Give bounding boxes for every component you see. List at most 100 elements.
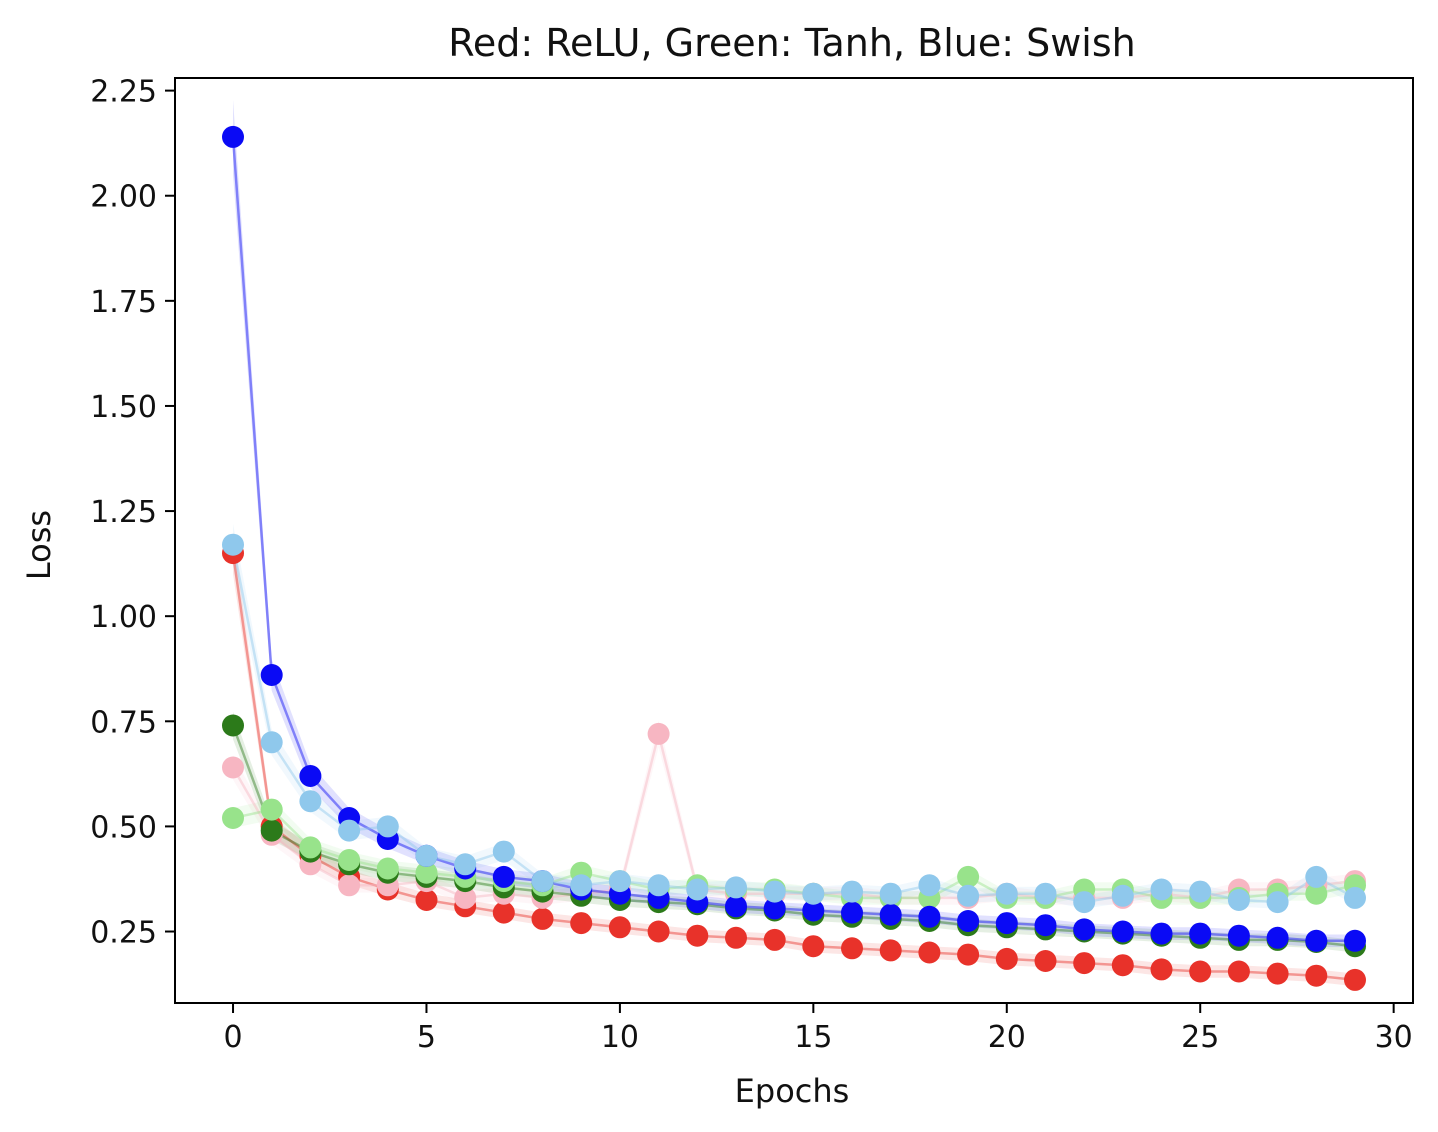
series-3-point-5: [415, 861, 438, 884]
series-5-point-29: [1344, 886, 1366, 909]
series-4-point-20: [995, 912, 1018, 935]
series-5-point-6: [454, 853, 477, 876]
series-0-point-5: [415, 889, 438, 911]
series-5-point-23: [1111, 884, 1134, 907]
series-0-point-7: [492, 901, 515, 924]
x-tick-label-0: 0: [223, 1020, 242, 1055]
series-0-point-20: [995, 947, 1018, 970]
series-3-point-4: [376, 857, 399, 880]
series-5-point-22: [1073, 891, 1096, 914]
x-tick-label-30: 30: [1375, 1020, 1413, 1055]
y-tick-label-2: 0.75: [90, 705, 157, 740]
series-5-point-27: [1266, 891, 1289, 914]
series-1-point-6: [454, 886, 477, 909]
series-4-point-15: [802, 899, 825, 922]
series-4-point-29: [1344, 929, 1366, 952]
series-5-point-18: [918, 874, 941, 897]
series-5-point-8: [531, 870, 554, 893]
y-tick-label-6: 1.75: [90, 285, 157, 320]
series-5-point-25: [1189, 880, 1212, 903]
series-4-point-0: [222, 125, 244, 148]
series-0-point-16: [841, 937, 863, 960]
series-4-point-7: [492, 865, 515, 888]
series-4-point-27: [1266, 926, 1289, 949]
x-tick-label-5: 5: [417, 1020, 436, 1055]
series-4-point-28: [1305, 929, 1328, 952]
series-1-point-11: [647, 722, 670, 745]
series-5-point-3: [338, 819, 361, 842]
series-5-point-0: [222, 533, 244, 556]
series-5-point-14: [763, 880, 786, 903]
y-tick-label-5: 1.50: [90, 390, 157, 425]
series-5-point-12: [686, 878, 709, 901]
chart-title: Red: ReLU, Green: Tanh, Blue: Swish: [448, 21, 1136, 65]
series-4-point-18: [918, 905, 941, 928]
y-tick-label-4: 1.25: [90, 495, 157, 530]
series-3-point-0: [222, 807, 244, 829]
y-tick-label-7: 2.00: [90, 180, 157, 215]
y-tick-label-1: 0.50: [90, 810, 157, 845]
series-0-point-25: [1189, 960, 1212, 983]
series-0-point-23: [1111, 954, 1134, 977]
series-0-point-12: [686, 924, 709, 947]
series-0-point-14: [763, 928, 786, 951]
series-5-point-10: [608, 870, 631, 893]
series-4-point-22: [1073, 918, 1096, 941]
series-5-point-4: [376, 815, 399, 838]
series-2-point-1: [260, 819, 283, 842]
series-5-point-26: [1227, 889, 1250, 911]
series-5-point-17: [879, 882, 902, 905]
series-0-point-13: [725, 926, 747, 949]
series-4-point-25: [1189, 922, 1212, 945]
series-1-point-3: [338, 874, 361, 897]
series-4-point-19: [957, 910, 980, 932]
series-4-point-14: [763, 897, 786, 920]
series-4-point-26: [1227, 924, 1250, 947]
series-4-point-2: [299, 765, 322, 787]
axes: 0 5 10 15 20 25 30 0.25 0.50 0.75 1.00 1.25 1.50 1.75…: [90, 75, 1414, 1055]
series-0-point-26: [1227, 960, 1250, 983]
series-3-point-3: [338, 849, 361, 871]
x-tick-label-15: 15: [794, 1020, 832, 1055]
series-5-point-2: [299, 790, 322, 813]
series-0-point-11: [647, 920, 670, 943]
series-0-point-19: [957, 943, 980, 966]
y-axis-label: Loss: [20, 510, 58, 580]
x-tick-label-10: 10: [601, 1020, 639, 1055]
series-2-point-0: [222, 714, 244, 737]
series-5-point-19: [957, 884, 980, 907]
series-5-point-13: [725, 876, 747, 899]
series-3-point-2: [299, 836, 322, 859]
series-0-point-9: [570, 912, 593, 935]
series-0-point-15: [802, 935, 825, 958]
x-tick-label-25: 25: [1181, 1020, 1219, 1055]
series-5-point-16: [841, 880, 863, 903]
series-5-point-7: [492, 840, 515, 863]
series-4-point-1: [260, 664, 283, 686]
series-4-point-17: [879, 903, 902, 926]
series-4-point-13: [725, 895, 747, 918]
series-0-point-21: [1034, 950, 1057, 972]
series-5-point-9: [570, 874, 593, 897]
series-5-point-24: [1150, 878, 1173, 901]
series-0-point-24: [1150, 958, 1173, 981]
series-4-point-16: [841, 901, 863, 924]
y-tick-label-8: 2.25: [90, 75, 157, 110]
series-0-point-29: [1344, 968, 1366, 991]
series-3-point-19: [957, 865, 980, 888]
series-5-point-28: [1305, 865, 1328, 888]
series-3-point-28: [1305, 882, 1328, 905]
series-5-point-5: [415, 844, 438, 867]
series-5-point-21: [1034, 882, 1057, 905]
series-5-point-15: [802, 882, 825, 905]
y-tick-label-3: 1.00: [90, 600, 157, 635]
series-5-point-11: [647, 874, 670, 897]
series-1-point-0: [222, 756, 244, 779]
series-0-point-10: [608, 916, 631, 939]
series-0-point-17: [879, 939, 902, 962]
series-4-point-21: [1034, 914, 1057, 937]
x-axis-label: Epochs: [735, 1072, 850, 1110]
series-0-point-22: [1073, 952, 1096, 975]
series-5-point-1: [260, 731, 283, 754]
